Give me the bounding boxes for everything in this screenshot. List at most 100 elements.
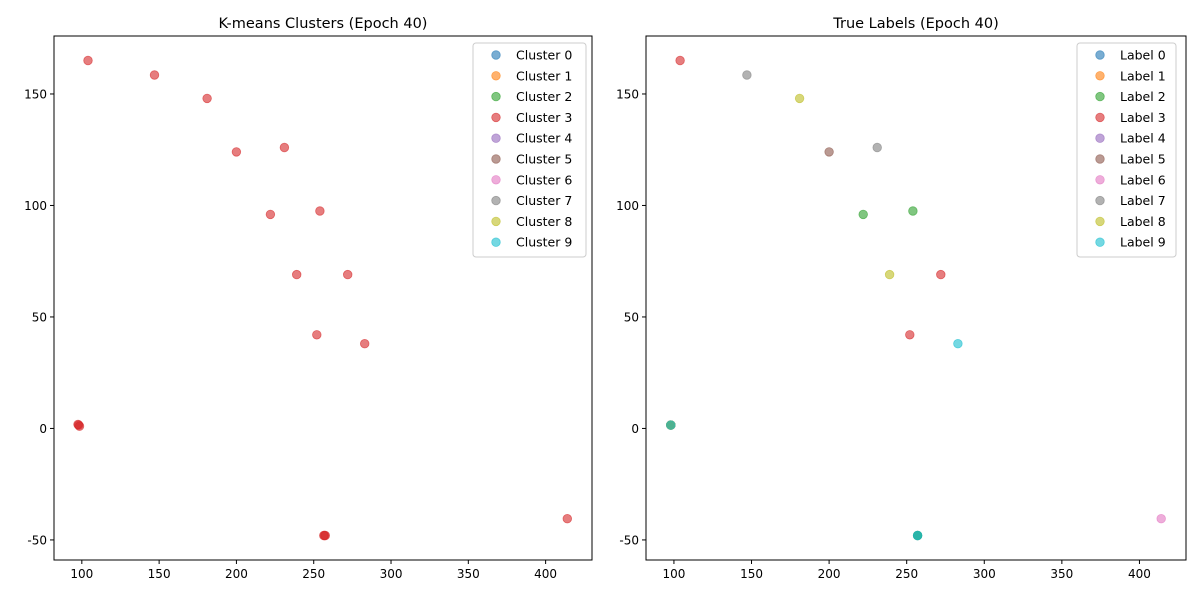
y-tick-label: 150 (616, 87, 639, 101)
y-tick-label: -50 (27, 533, 47, 547)
legend: Cluster 0 Cluster 1 Cluster 2 Cluster 3 Clus… (472, 42, 587, 258)
x-tick-label: 300 (973, 567, 996, 581)
legend-marker (491, 133, 501, 143)
legend-marker (1095, 237, 1105, 247)
data-point (312, 330, 322, 340)
legend-label: Label 5 (1120, 152, 1166, 167)
legend-label: Cluster 2 (516, 89, 572, 104)
legend-label: Label 3 (1120, 110, 1166, 125)
y-tick-label: 150 (24, 87, 47, 101)
legend-marker (1095, 175, 1105, 185)
data-point (824, 147, 834, 157)
legend-marker (491, 112, 501, 123)
data-point (1156, 514, 1166, 524)
y-tick-label: 0 (631, 422, 639, 436)
legend-label: Cluster 7 (516, 193, 572, 208)
data-point (292, 269, 302, 280)
x-tick-label: 250 (895, 567, 918, 581)
legend-marker (1095, 71, 1105, 81)
chart-title: True Labels (Epoch 40) (832, 16, 998, 32)
data-point (231, 147, 242, 157)
data-point (265, 209, 276, 220)
y-tick-label: 50 (32, 310, 47, 324)
legend-marker (491, 216, 501, 227)
legend-marker (1095, 195, 1105, 206)
data-point (315, 206, 325, 216)
y-tick-label: 50 (624, 310, 639, 324)
legend-marker (1095, 112, 1105, 123)
x-tick-label: 400 (534, 567, 557, 581)
legend-label: Cluster 4 (516, 131, 572, 146)
legend-label: Label 0 (1120, 48, 1166, 63)
legend-marker (491, 91, 501, 102)
x-tick-label: 100 (662, 567, 685, 581)
legend-label: Cluster 8 (516, 214, 572, 229)
y-tick-label: -50 (619, 533, 639, 547)
data-point (884, 269, 895, 280)
y-tick-label: 100 (24, 199, 47, 213)
data-point (936, 269, 946, 280)
legend-label: Cluster 0 (516, 48, 572, 63)
x-tick-label: 350 (457, 567, 480, 581)
scatter-points (666, 55, 1166, 541)
x-tick-label: 200 (225, 567, 248, 581)
data-point (73, 419, 83, 430)
data-point (83, 55, 93, 66)
data-point (343, 269, 353, 280)
legend-marker (1095, 216, 1105, 227)
x-tick-label: 400 (1128, 567, 1151, 581)
data-point (912, 530, 923, 541)
x-tick-label: 300 (380, 567, 403, 581)
legend-marker (1095, 154, 1105, 164)
legend-label: Cluster 6 (516, 172, 572, 187)
chart-title: K-means Clusters (Epoch 40) (219, 16, 428, 32)
y-tick-label: 100 (616, 199, 639, 213)
legend-marker (1095, 91, 1105, 102)
data-point (360, 339, 370, 349)
x-tick-label: 100 (70, 567, 93, 581)
kmeans-clusters-panel: K-means Clusters (Epoch 40) 100 150 200 250… (24, 16, 593, 581)
x-tick-label: 150 (148, 567, 171, 581)
plot-frame (53, 35, 593, 561)
data-point (319, 530, 329, 541)
data-point (279, 142, 290, 153)
legend-label: Label 8 (1120, 214, 1166, 229)
data-point (666, 420, 676, 430)
legend-label: Cluster 1 (516, 68, 572, 83)
legend-marker (491, 50, 501, 60)
legend-label: Cluster 3 (516, 110, 572, 125)
x-tick-label: 350 (1050, 567, 1073, 581)
plot-frame (645, 35, 1187, 561)
x-axis: 100 150 200 250 300 350 400 (70, 560, 557, 581)
y-axis: -50 0 50 100 150 (616, 87, 646, 547)
legend-marker (491, 195, 501, 206)
legend-label: Label 1 (1120, 68, 1166, 83)
x-axis: 100 150 200 250 300 350 400 (662, 560, 1151, 581)
legend-label: Label 7 (1120, 193, 1166, 208)
legend-label: Cluster 5 (516, 152, 572, 167)
data-point (675, 55, 685, 66)
data-point (794, 93, 805, 104)
x-tick-label: 150 (740, 567, 763, 581)
legend-marker (491, 237, 501, 247)
legend: Label 0 Label 1 Label 2 Label 3 Label 4 Label… (1076, 42, 1177, 258)
data-point (953, 339, 963, 349)
data-point (905, 330, 915, 340)
data-point (202, 93, 212, 104)
legend-box (472, 42, 587, 258)
legend-label: Label 2 (1120, 89, 1166, 104)
data-point (562, 514, 573, 524)
legend-marker (491, 71, 501, 81)
data-point (908, 206, 918, 216)
y-axis: -50 0 50 100 150 (24, 87, 54, 547)
data-point (742, 70, 752, 80)
legend-label: Label 6 (1120, 172, 1166, 187)
x-tick-label: 200 (818, 567, 841, 581)
data-point (858, 209, 868, 220)
legend-label: Label 9 (1120, 235, 1166, 250)
y-tick-label: 0 (39, 422, 47, 436)
legend-label: Cluster 9 (516, 235, 572, 250)
legend-marker (1095, 133, 1105, 143)
legend-marker (1095, 50, 1105, 60)
